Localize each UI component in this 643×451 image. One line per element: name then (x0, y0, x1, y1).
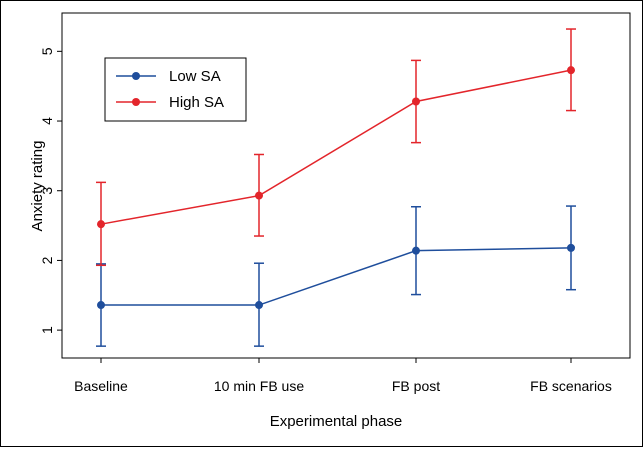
data-point-low-sa (567, 243, 575, 252)
data-point-high-sa (97, 220, 105, 229)
legend-label-low-sa: Low SA (169, 68, 221, 85)
y-axis: 1 2 3 4 5 (39, 47, 62, 334)
x-axis: Baseline 10 min FB use FB post FB scenarios (74, 358, 612, 394)
data-point-low-sa (97, 301, 105, 310)
data-point-high-sa (412, 97, 420, 106)
series-low-sa (96, 205, 576, 347)
legend-label-high-sa: High SA (169, 94, 224, 111)
legend-marker-low-sa (132, 72, 140, 80)
x-tick-label: 10 min FB use (214, 378, 304, 394)
y-tick-label: 4 (39, 117, 55, 125)
data-point-low-sa (412, 246, 420, 255)
x-tick-label: Baseline (74, 378, 128, 394)
x-tick-label: FB post (392, 378, 440, 394)
series-line-low-sa (101, 247, 572, 306)
plot-area (61, 12, 631, 359)
data-point-high-sa (255, 191, 263, 200)
y-axis-title: Anxiety rating (29, 141, 46, 232)
series-line-high-sa (100, 69, 572, 225)
y-tick-label: 1 (39, 326, 55, 334)
y-tick-label: 2 (39, 256, 55, 264)
series-layer (96, 28, 576, 347)
x-axis-title: Experimental phase (270, 413, 403, 430)
series-high-sa (96, 28, 576, 267)
legend-box (104, 57, 247, 122)
y-tick-label: 5 (39, 47, 55, 55)
data-point-low-sa (255, 301, 263, 310)
legend-marker-high-sa (132, 98, 140, 106)
legend: Low SA High SA (104, 57, 247, 122)
data-point-high-sa (567, 66, 575, 75)
y-tick-label: 3 (39, 187, 55, 195)
x-tick-label: FB scenarios (530, 378, 612, 394)
